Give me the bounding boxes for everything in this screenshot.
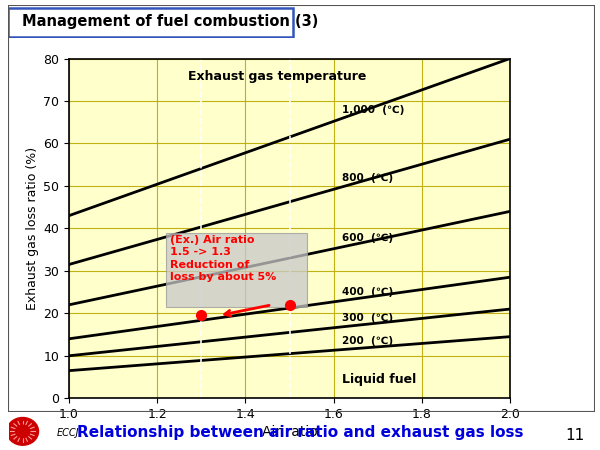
Text: ECCJ: ECCJ [57,428,79,438]
Y-axis label: Exhaust gas loss ratio (%): Exhaust gas loss ratio (%) [26,147,39,310]
Text: Relationship between air ratio and exhaust gas loss: Relationship between air ratio and exhau… [77,425,523,441]
Text: 400  (℃): 400 (℃) [343,287,394,297]
Text: 200  (℃): 200 (℃) [343,336,394,346]
Text: 1,000  (℃): 1,000 (℃) [343,105,405,115]
Text: Management of fuel combustion (3): Management of fuel combustion (3) [22,14,319,29]
FancyBboxPatch shape [166,233,307,307]
FancyBboxPatch shape [8,8,293,37]
Text: 11: 11 [566,428,585,443]
Text: Exhaust gas temperature: Exhaust gas temperature [188,70,367,83]
Circle shape [16,425,30,438]
Text: 600  (℃): 600 (℃) [343,234,394,243]
Text: (Ex.) Air ratio
1.5 -> 1.3
Reduction of
loss by about 5%: (Ex.) Air ratio 1.5 -> 1.3 Reduction of … [170,235,277,282]
Circle shape [7,418,38,445]
X-axis label: Air ratio: Air ratio [262,425,317,439]
Text: 300  (℃): 300 (℃) [343,313,394,324]
Text: Liquid fuel: Liquid fuel [343,373,416,386]
Text: 800  (℃): 800 (℃) [343,173,394,184]
